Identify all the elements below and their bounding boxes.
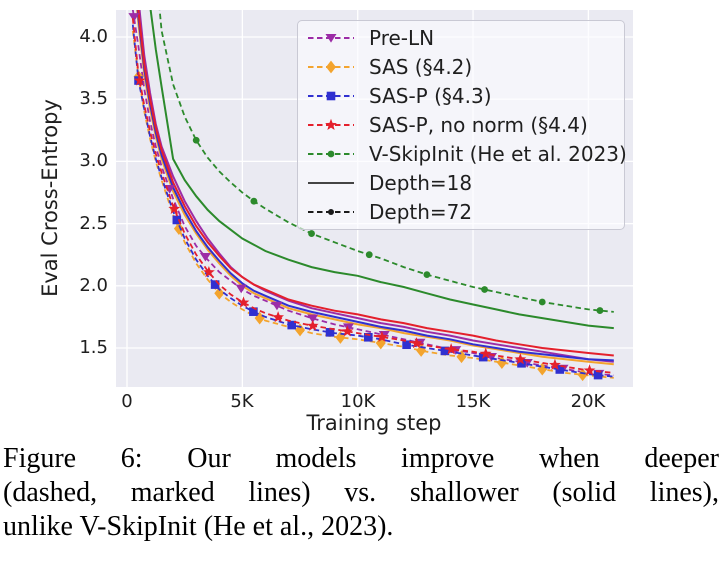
series-sas-p-no-norm-4-4--depth18 <box>137 10 614 357</box>
y-tick-2.5: 2.5 <box>79 213 108 234</box>
dot-icon <box>308 208 354 215</box>
x-tick-0: 0 <box>121 391 133 412</box>
legend-item-depth-18: Depth=18 <box>307 168 624 197</box>
triangle-down-icon <box>308 33 354 43</box>
markers-v-skipinit-he-et-al-2023--depth72 <box>192 136 604 314</box>
x-tick-15k: 15K <box>455 391 491 412</box>
y-tick-3.0: 3.0 <box>79 150 108 171</box>
legend-label: Depth=72 <box>369 199 473 224</box>
legend-item-depth-72: Depth=72 <box>307 197 624 226</box>
y-tick-1.5: 1.5 <box>79 337 108 358</box>
legend-item-pre-ln: Pre-LN <box>307 23 624 52</box>
x-tick-5k: 5K <box>230 391 254 412</box>
circle-icon <box>308 150 354 157</box>
chart-canvas <box>116 10 633 387</box>
y-tick-3.5: 3.5 <box>79 88 108 109</box>
legend-item-sas-4-2: SAS (§4.2) <box>307 52 624 81</box>
markers-sas-p-no-norm-4-4--depth72 <box>133 74 596 376</box>
figure-caption: Figure 6: Our models improve when deeper… <box>3 442 719 544</box>
series-pre-ln-depth72 <box>131 10 614 377</box>
y-axis-label: Eval Cross-Entropy <box>38 99 62 297</box>
legend-line-sample <box>308 181 354 184</box>
caption-line-3: unlike V-SkipInit (He et al., 2023). <box>3 511 394 542</box>
series-sas-p-4-3--depth18 <box>136 10 614 362</box>
caption-line-2: (dashed, marked lines) vs. shallower (so… <box>3 477 719 508</box>
y-tick-4.0: 4.0 <box>79 26 108 47</box>
x-tick-20k: 20K <box>570 391 606 412</box>
legend-item-sas-p-4-3: SAS-P (§4.3) <box>307 81 624 110</box>
legend-label: SAS-P (§4.3) <box>369 83 492 108</box>
series-v-skipinit-he-et-al-2023--depth72 <box>158 10 614 313</box>
legend-item-v-skipinit-he-et-al-2023: V-SkipInit (He et al. 2023) <box>307 139 627 168</box>
diamond-icon <box>308 60 354 73</box>
x-tick-10k: 10K <box>340 391 376 412</box>
y-tick-2.0: 2.0 <box>79 275 108 296</box>
line-chart-plot-area: Pre-LN SAS (§4.2) SAS-P (§4.3) SAS-P, no no… <box>116 10 633 387</box>
square-icon <box>308 91 354 100</box>
series-v-skipinit-he-et-al-2023--depth18 <box>149 10 614 330</box>
caption-line-1: Figure 6: Our models improve when deeper <box>3 443 719 474</box>
star-icon <box>308 118 354 130</box>
legend-item-sas-p-no-norm-4-4: SAS-P, no norm (§4.4) <box>307 110 624 139</box>
x-axis-label: Training step <box>306 411 442 435</box>
legend-label: Pre-LN <box>369 25 435 50</box>
chart-legend: Pre-LN SAS (§4.2) SAS-P (§4.3) SAS-P, no no… <box>297 20 627 230</box>
legend-label: SAS-P, no norm (§4.4) <box>369 112 588 137</box>
legend-label: Depth=18 <box>369 170 473 195</box>
legend-label: V-SkipInit (He et al. 2023) <box>369 141 627 166</box>
legend-label: SAS (§4.2) <box>369 54 473 79</box>
